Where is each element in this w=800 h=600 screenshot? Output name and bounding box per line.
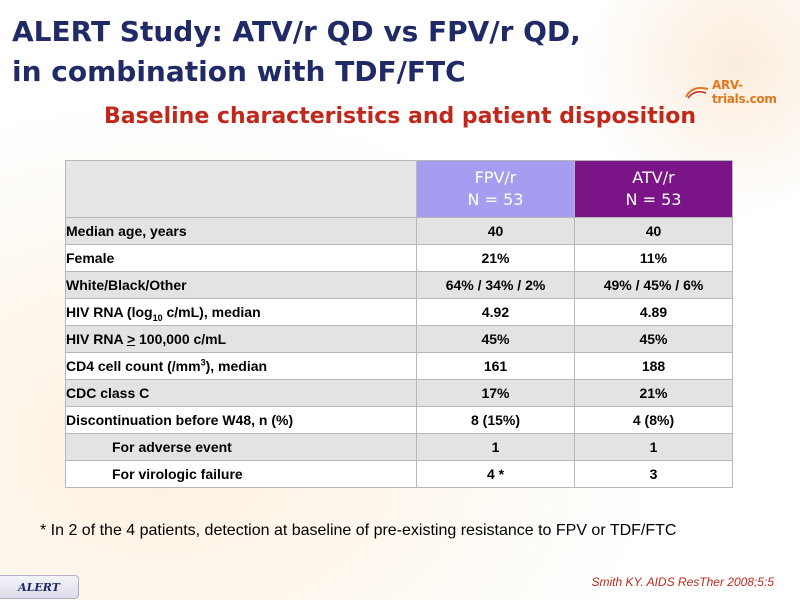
label-subscript: 10	[152, 312, 163, 323]
row-label: HIV RNA > 100,000 c/mL	[65, 325, 417, 353]
row-atv-value: 4.89	[574, 298, 733, 326]
row-atv-value: 188	[574, 352, 733, 380]
row-label: For adverse event	[65, 433, 417, 461]
row-fpv-value: 4 *	[416, 460, 575, 488]
row-label: For virologic failure	[65, 460, 417, 488]
row-atv-value: 11%	[574, 244, 733, 272]
row-fpv-value: 8 (15%)	[416, 406, 575, 434]
header-atv-arm: ATV/r	[632, 168, 675, 187]
label-text: 100,000 c/mL	[135, 331, 227, 347]
row-atv-value: 1	[574, 433, 733, 461]
table-row: HIV RNA > 100,000 c/mL 45% 45%	[65, 325, 733, 353]
row-atv-value: 45%	[574, 325, 733, 353]
row-label: Discontinuation before W48, n (%)	[65, 406, 417, 434]
table-row: CD4 cell count (/mm3), median 161 188	[65, 352, 733, 380]
header-fpv: FPV/r N = 53	[416, 160, 575, 218]
baseline-table: FPV/r N = 53 ATV/r N = 53 Median age, ye…	[65, 160, 733, 488]
title-line-1: ALERT Study: ATV/r QD vs FPV/r QD,	[12, 15, 581, 48]
logo-text: ARV-trials.com	[712, 78, 777, 106]
slide-subtitle: Baseline characteristics and patient dis…	[103, 104, 697, 129]
label-text: CD4 cell count (/mm	[66, 358, 201, 374]
header-atv-n: N = 53	[625, 190, 682, 209]
row-label: HIV RNA (log10 c/mL), median	[65, 298, 417, 326]
label-superscript: 3	[200, 357, 206, 368]
row-fpv-value: 161	[416, 352, 575, 380]
label-text: HIV RNA (log	[66, 304, 153, 320]
row-fpv-value: 45%	[416, 325, 575, 353]
row-fpv-value: 17%	[416, 379, 575, 407]
row-atv-value: 4 (8%)	[574, 406, 733, 434]
title-line-2: in combination with TDF/FTC	[12, 55, 466, 88]
greater-or-equal-sign: >	[126, 331, 136, 347]
row-atv-value: 49% / 45% / 6%	[574, 271, 733, 299]
label-text: HIV RNA	[66, 331, 127, 347]
header-fpv-n: N = 53	[467, 190, 524, 209]
table-row: White/Black/Other 64% / 34% / 2% 49% / 4…	[65, 271, 733, 299]
table-row: Discontinuation before W48, n (%) 8 (15%…	[65, 406, 733, 434]
label-text: c/mL), median	[162, 304, 261, 320]
row-fpv-value: 1	[416, 433, 575, 461]
arv-trials-logo-icon	[684, 85, 710, 99]
table-header-row: FPV/r N = 53 ATV/r N = 53	[65, 160, 733, 218]
arv-trials-logo: ARV-trials.com	[684, 78, 800, 106]
table-row: HIV RNA (log10 c/mL), median 4.92 4.89	[65, 298, 733, 326]
row-atv-value: 40	[574, 217, 733, 245]
table-row: Median age, years 40 40	[65, 217, 733, 245]
row-fpv-value: 40	[416, 217, 575, 245]
slide-title: ALERT Study: ATV/r QD vs FPV/r QD, in co…	[12, 12, 581, 92]
table-row: For adverse event 1 1	[65, 433, 733, 461]
row-label: White/Black/Other	[65, 271, 417, 299]
header-atv: ATV/r N = 53	[574, 160, 733, 218]
row-fpv-value: 21%	[416, 244, 575, 272]
footnote: * In 2 of the 4 patients, detection at b…	[40, 522, 677, 539]
row-label: CD4 cell count (/mm3), median	[65, 352, 417, 380]
row-label: CDC class C	[65, 379, 417, 407]
row-fpv-value: 4.92	[416, 298, 575, 326]
header-fpv-arm: FPV/r	[474, 168, 517, 187]
study-badge: ALERT	[0, 575, 79, 599]
citation: Smith KY. AIDS ResTher 2008;5:5	[591, 575, 774, 589]
row-atv-value: 3	[574, 460, 733, 488]
header-blank-cell	[65, 160, 417, 218]
row-label: Median age, years	[65, 217, 417, 245]
row-fpv-value: 64% / 34% / 2%	[416, 271, 575, 299]
row-label: Female	[65, 244, 417, 272]
table-row: Female 21% 11%	[65, 244, 733, 272]
table-row: For virologic failure 4 * 3	[65, 460, 733, 488]
table-row: CDC class C 17% 21%	[65, 379, 733, 407]
label-text: ), median	[205, 358, 268, 374]
row-atv-value: 21%	[574, 379, 733, 407]
